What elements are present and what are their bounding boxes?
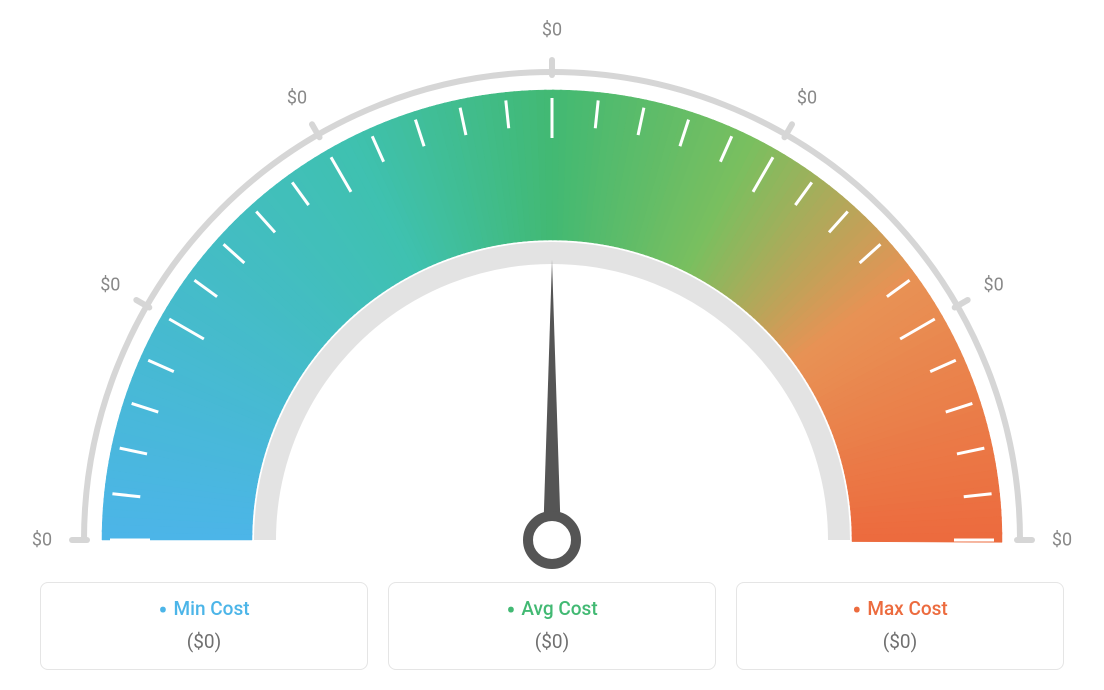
- gauge-tick-label: $0: [1052, 530, 1072, 551]
- legend-label-avg: Avg Cost: [506, 597, 597, 620]
- legend-value-avg: ($0): [399, 630, 705, 653]
- gauge-chart: $0 $0 $0 $0 $0 $0 $0: [0, 10, 1104, 570]
- gauge-tick-label: $0: [797, 88, 817, 109]
- gauge-svg: [0, 10, 1104, 570]
- legend-card-min: Min Cost ($0): [40, 582, 368, 670]
- gauge-tick-label: $0: [32, 530, 52, 551]
- cost-gauge-container: $0 $0 $0 $0 $0 $0 $0 Min Cost ($0) Avg Cost ($…: [0, 0, 1104, 690]
- legend-label-max: Max Cost: [852, 597, 948, 620]
- legend-label-min: Min Cost: [158, 597, 249, 620]
- legend-value-min: ($0): [51, 630, 357, 653]
- gauge-tick-label: $0: [542, 20, 562, 41]
- gauge-needle-hub: [528, 516, 576, 564]
- legend-row: Min Cost ($0) Avg Cost ($0) Max Cost ($0…: [40, 582, 1064, 670]
- gauge-needle: [543, 260, 561, 540]
- gauge-tick-label: $0: [287, 88, 307, 109]
- legend-card-max: Max Cost ($0): [736, 582, 1064, 670]
- legend-value-max: ($0): [747, 630, 1053, 653]
- gauge-tick-label: $0: [100, 275, 120, 296]
- gauge-tick-label: $0: [984, 275, 1004, 296]
- legend-card-avg: Avg Cost ($0): [388, 582, 716, 670]
